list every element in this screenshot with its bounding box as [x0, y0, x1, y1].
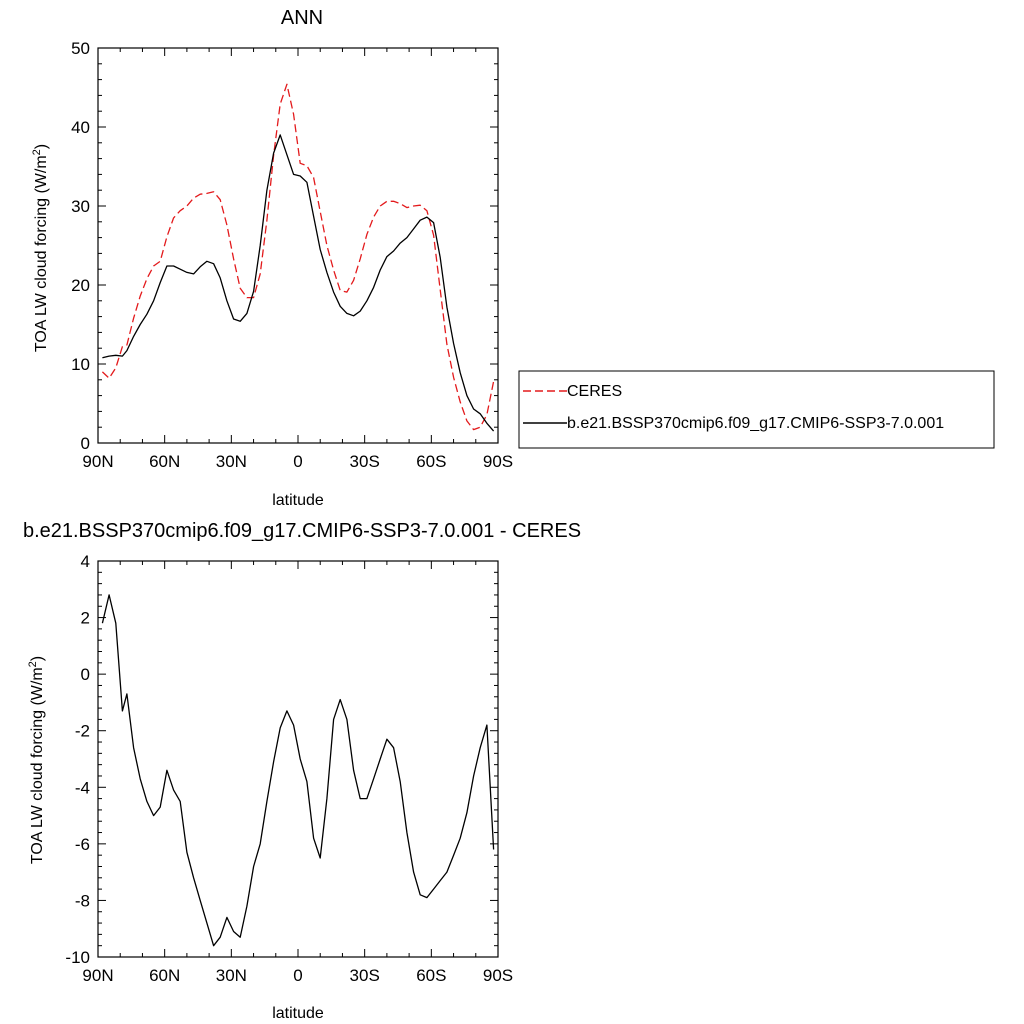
x-tick-label: 30N [216, 966, 247, 985]
legend: CERES b.e21.BSSP370cmip6.f09_g17.CMIP6-S… [518, 370, 995, 449]
legend-box [518, 370, 995, 449]
series-line-ceres [101, 83, 495, 431]
bottom-plot-area: 90N 60N 30N 0 30S 60S 90S 4 2 0 -2 -4 -6 -8 -10 [65, 552, 513, 985]
difference-chart-title: b.e21.BSSP370cmip6.f09_g17.CMIP6-SSP3-7.… [23, 520, 581, 542]
x-tick-label: 0 [293, 452, 302, 471]
x-tick-label: 90S [483, 966, 513, 985]
x-tick-label: 60S [416, 966, 446, 985]
y-tick-label: -10 [65, 948, 90, 967]
x-tick-label: 60S [416, 452, 446, 471]
y-tick-label: 4 [81, 552, 90, 571]
x-tick-label: 60N [149, 452, 180, 471]
y-tick-label: -6 [75, 835, 90, 854]
x-tick-label: 30S [350, 452, 380, 471]
bottom-panel: b.e21.BSSP370cmip6.f09_g17.CMIP6-SSP3-7.… [23, 520, 581, 1022]
x-tick-label: 90N [82, 966, 113, 985]
x-axis-label-bottom: latitude [272, 1005, 324, 1022]
y-tick-label: 10 [71, 355, 90, 374]
series-line-model [102, 134, 495, 432]
legend-label-ceres: CERES [567, 383, 622, 400]
x-tick-label: 90S [483, 452, 513, 471]
x-tick-label: 60N [149, 966, 180, 985]
y-tick-label: 0 [81, 434, 90, 453]
legend-label-model: b.e21.BSSP370cmip6.f09_g17.CMIP6-SSP3-7.… [567, 415, 944, 432]
difference-line [101, 594, 495, 947]
y-axis-label-bottom: TOA LW cloud forcing (W/m2) [27, 656, 46, 864]
top-plot-area: 90N 60N 30N 0 30S 60S 90S 0 10 20 30 40 50 [71, 39, 513, 471]
x-tick-label: 90N [82, 452, 113, 471]
y-tick-label: 40 [71, 118, 90, 137]
x-tick-label: 30S [350, 966, 380, 985]
y-tick-label: 20 [71, 276, 90, 295]
bottom-plot-frame [97, 560, 499, 958]
y-tick-label: -8 [75, 891, 90, 910]
top-panel: ANN 90N 60N 30N 0 30S 60S 90S 0 10 20 30 40 50 latit… [31, 7, 995, 509]
y-axis-label: TOA LW cloud forcing (W/m2) [31, 144, 50, 352]
x-tick-label: 0 [293, 966, 302, 985]
y-tick-label: -4 [75, 778, 90, 797]
y-tick-label: 30 [71, 197, 90, 216]
y-tick-label: -2 [75, 722, 90, 741]
y-tick-label: 50 [71, 39, 90, 58]
x-tick-label: 30N [216, 452, 247, 471]
y-tick-label: 2 [81, 609, 90, 628]
chart-title: ANN [281, 7, 323, 29]
y-tick-label: 0 [81, 665, 90, 684]
x-axis-label: latitude [272, 492, 324, 509]
